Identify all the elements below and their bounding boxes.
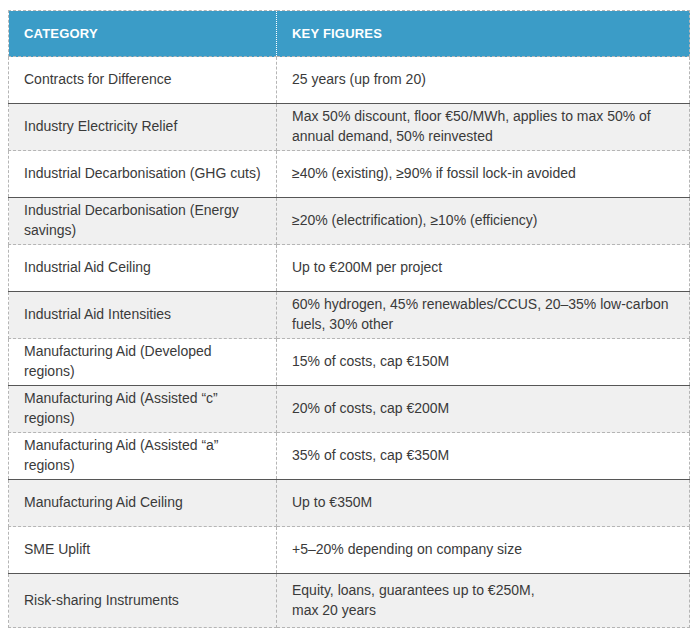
category-cell: Industry Electricity Relief bbox=[9, 104, 277, 151]
figures-cell: Up to €200M per project bbox=[277, 245, 690, 292]
figures-cell: 60% hydrogen, 45% renewables/CCUS, 20–35… bbox=[277, 292, 690, 339]
category-cell: Industrial Decarbonisation (Energy savin… bbox=[9, 198, 277, 245]
table-row: Industrial Decarbonisation (Energy savin… bbox=[9, 198, 690, 245]
category-cell: Industrial Aid Ceiling bbox=[9, 245, 277, 292]
table-row: Manufacturing Aid (Assisted “a” regions)… bbox=[9, 433, 690, 480]
key-figures-table: CATEGORY KEY FIGURES Contracts for Diffe… bbox=[8, 10, 690, 628]
table-row: Manufacturing Aid Ceiling Up to €350M bbox=[9, 480, 690, 527]
category-cell: Manufacturing Aid Ceiling bbox=[9, 480, 277, 527]
figures-cell: 15% of costs, cap €150M bbox=[277, 339, 690, 386]
table-row: Manufacturing Aid (Assisted “c” regions)… bbox=[9, 386, 690, 433]
figures-cell: 35% of costs, cap €350M bbox=[277, 433, 690, 480]
table-row: Manufacturing Aid (Developed regions) 15… bbox=[9, 339, 690, 386]
table-row: Industrial Decarbonisation (GHG cuts) ≥4… bbox=[9, 151, 690, 198]
table-row: Industry Electricity Relief Max 50% disc… bbox=[9, 104, 690, 151]
category-cell: Manufacturing Aid (Assisted “a” regions) bbox=[9, 433, 277, 480]
header-row: CATEGORY KEY FIGURES bbox=[9, 11, 690, 57]
category-cell: SME Uplift bbox=[9, 527, 277, 574]
category-cell: Industrial Aid Intensities bbox=[9, 292, 277, 339]
category-cell: Risk-sharing Instruments bbox=[9, 574, 277, 628]
page: CATEGORY KEY FIGURES Contracts for Diffe… bbox=[0, 0, 699, 628]
figures-cell: Equity, loans, guarantees up to €250M, m… bbox=[277, 574, 690, 628]
column-header-category: CATEGORY bbox=[9, 11, 277, 57]
table-row: Risk-sharing Instruments Equity, loans, … bbox=[9, 574, 690, 628]
table-row: Industrial Aid Intensities 60% hydrogen,… bbox=[9, 292, 690, 339]
figures-cell: ≥40% (existing), ≥90% if fossil lock-in … bbox=[277, 151, 690, 198]
figures-cell: ≥20% (electrification), ≥10% (efficiency… bbox=[277, 198, 690, 245]
category-cell: Manufacturing Aid (Developed regions) bbox=[9, 339, 277, 386]
figures-cell: Max 50% discount, floor €50/MWh, applies… bbox=[277, 104, 690, 151]
figures-cell: Up to €350M bbox=[277, 480, 690, 527]
category-cell: Industrial Decarbonisation (GHG cuts) bbox=[9, 151, 277, 198]
figures-cell: 25 years (up from 20) bbox=[277, 57, 690, 104]
figures-cell: +5–20% depending on company size bbox=[277, 527, 690, 574]
figures-cell: 20% of costs, cap €200M bbox=[277, 386, 690, 433]
table-row: Contracts for Difference 25 years (up fr… bbox=[9, 57, 690, 104]
category-cell: Manufacturing Aid (Assisted “c” regions) bbox=[9, 386, 277, 433]
category-cell: Contracts for Difference bbox=[9, 57, 277, 104]
table-row: Industrial Aid Ceiling Up to €200M per p… bbox=[9, 245, 690, 292]
column-header-key-figures: KEY FIGURES bbox=[277, 11, 690, 57]
table-row: SME Uplift +5–20% depending on company s… bbox=[9, 527, 690, 574]
